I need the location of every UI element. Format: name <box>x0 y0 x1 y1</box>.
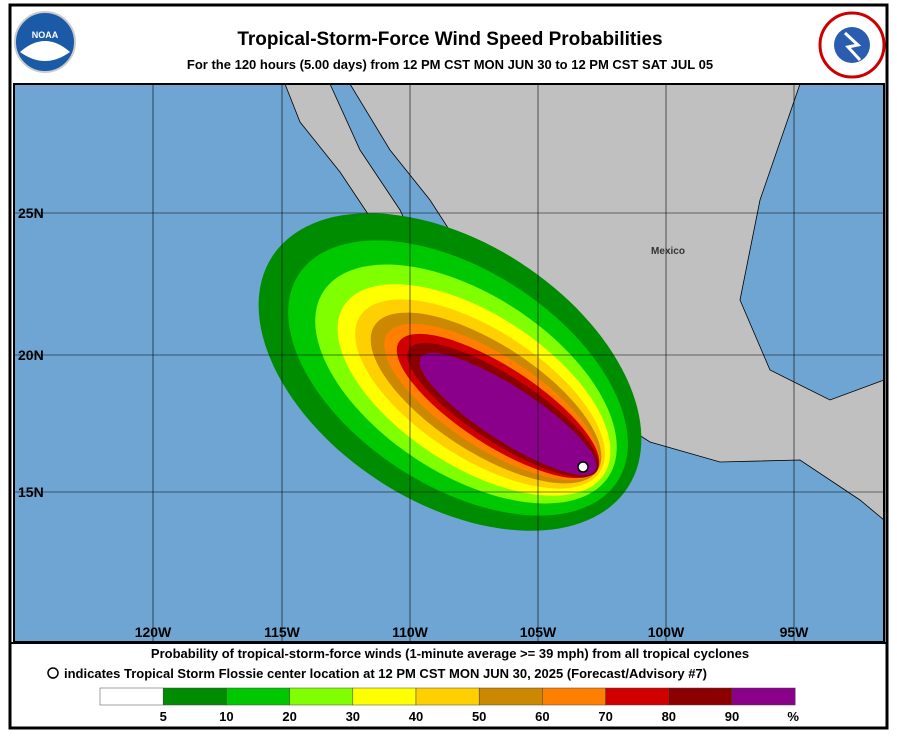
nws-logo <box>818 11 886 79</box>
longitude-label: 100W <box>648 624 685 640</box>
legend-label: 30 <box>346 709 360 724</box>
legend-label: 10 <box>219 709 233 724</box>
legend-swatch <box>478 687 543 706</box>
legend-swatch <box>226 687 290 706</box>
noaa-logo: NOAA <box>14 11 76 73</box>
longitude-label: 95W <box>780 624 810 640</box>
legend-swatch <box>605 687 670 706</box>
longitude-label: 120W <box>135 624 172 640</box>
legend-swatch <box>668 687 733 706</box>
legend-swatch <box>289 687 354 706</box>
footer-line: indicates Tropical Storm Flossie center … <box>64 666 707 681</box>
country-label: Mexico <box>651 246 685 257</box>
legend-label: 50 <box>472 709 486 724</box>
legend-swatch <box>731 687 796 706</box>
svg-text:NOAA: NOAA <box>32 30 59 40</box>
footer-line: Probability of tropical-storm-force wind… <box>151 646 749 661</box>
legend-label: 5 <box>160 709 167 724</box>
legend-label: 90 <box>725 709 739 724</box>
legend-label: 70 <box>598 709 612 724</box>
longitude-labels: 120W 115W 110W 105W 100W 95W <box>135 624 809 640</box>
legend-label: 40 <box>409 709 423 724</box>
legend-label: 60 <box>535 709 549 724</box>
center-symbol <box>47 667 59 679</box>
legend-label: 20 <box>282 709 296 724</box>
legend-swatch <box>352 687 417 706</box>
title: Tropical-Storm-Force Wind Speed Probabil… <box>237 29 662 50</box>
latitude-labels: 25N 20N 15N <box>18 205 44 500</box>
legend-swatch <box>162 687 227 706</box>
latitude-label: 25N <box>18 205 44 221</box>
legend-unit: % <box>787 709 799 724</box>
latitude-label: 15N <box>18 484 44 500</box>
graticule <box>14 84 884 642</box>
map: Mexico <box>13 83 885 643</box>
longitude-label: 115W <box>264 624 301 640</box>
legend-swatch <box>542 687 606 706</box>
latitude-label: 20N <box>18 347 44 363</box>
subtitle: For the 120 hours (5.00 days) from 12 PM… <box>187 57 713 72</box>
legend-swatch <box>99 687 164 706</box>
storm-center <box>577 461 589 473</box>
legend-swatch <box>415 687 480 706</box>
legend-label: 80 <box>662 709 676 724</box>
longitude-label: 110W <box>392 624 429 640</box>
longitude-label: 105W <box>520 624 557 640</box>
legend: 5 10 20 30 40 50 60 70 80 90% <box>99 687 799 724</box>
